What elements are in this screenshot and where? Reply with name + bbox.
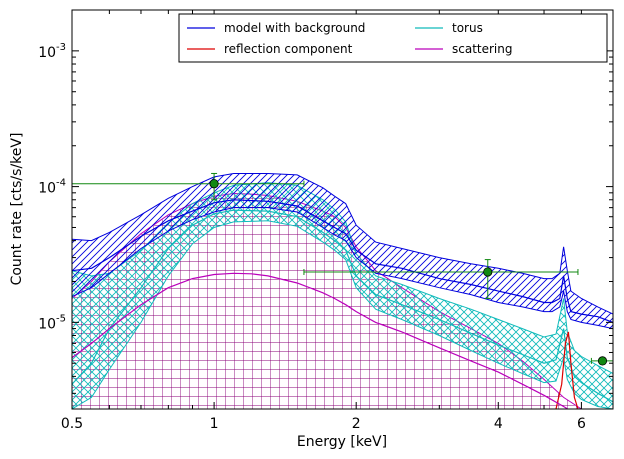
legend: model with background torus reflection com… bbox=[178, 13, 608, 63]
legend-entry: reflection component bbox=[187, 42, 353, 56]
tick-labels: 0.5 1 2 4 6 10-5 10-4 10-3 bbox=[38, 42, 586, 432]
y-axis-label: Count rate [cts/s/keV] bbox=[9, 133, 25, 286]
y-tick-label: 10-4 bbox=[38, 178, 66, 197]
y-tick-label: 10-5 bbox=[38, 313, 66, 332]
line-reflection-component bbox=[555, 331, 579, 409]
legend-entry: model with background bbox=[187, 21, 365, 35]
legend-entry: scattering bbox=[415, 42, 513, 56]
x-tick-label: 6 bbox=[577, 416, 586, 432]
legend-box bbox=[178, 13, 608, 63]
x-tick-label: 1 bbox=[210, 416, 219, 432]
data-points bbox=[72, 172, 613, 366]
legend-label: model with background bbox=[224, 21, 365, 35]
data-marker bbox=[597, 356, 608, 366]
legend-label: reflection component bbox=[224, 42, 353, 56]
confidence-bands bbox=[72, 173, 613, 409]
data-marker bbox=[209, 179, 219, 189]
x-tick-label: 4 bbox=[494, 416, 503, 432]
line-scattering bbox=[72, 272, 569, 409]
line-model-with-background bbox=[72, 199, 613, 323]
data-marker bbox=[483, 267, 493, 277]
model-lines bbox=[72, 199, 613, 409]
data-point bbox=[590, 356, 613, 366]
x-tick-label: 0.5 bbox=[61, 416, 83, 432]
data-point bbox=[303, 259, 579, 299]
plot-area bbox=[72, 172, 613, 409]
legend-label: scattering bbox=[452, 42, 513, 56]
legend-entry: torus bbox=[415, 21, 483, 35]
band-model-with-background bbox=[72, 173, 613, 330]
y-tick-label: 10-3 bbox=[38, 42, 66, 61]
data-point bbox=[72, 172, 305, 201]
x-tick-label: 2 bbox=[352, 416, 361, 432]
legend-label: torus bbox=[452, 21, 483, 35]
axes-frame bbox=[71, 9, 614, 410]
x-axis-label: Energy [keV] bbox=[297, 434, 387, 450]
